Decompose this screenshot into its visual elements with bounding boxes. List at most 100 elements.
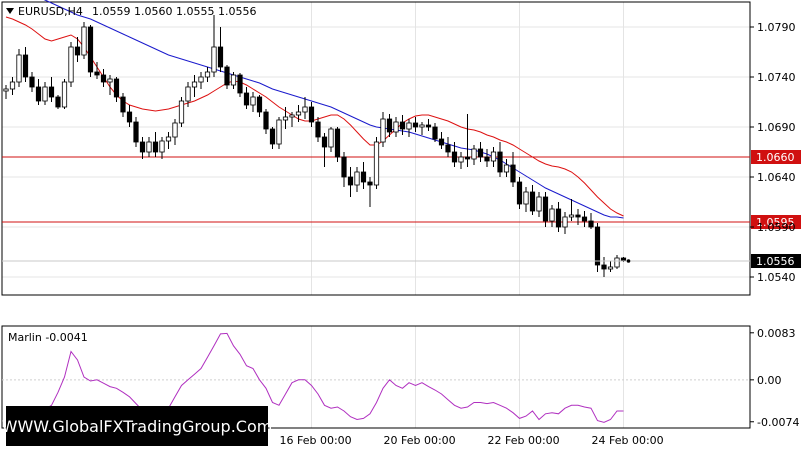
candle xyxy=(419,122,425,135)
bear-candle-body xyxy=(87,26,94,73)
candle xyxy=(55,95,61,109)
candle xyxy=(497,142,503,177)
bear-candle-body xyxy=(139,141,146,153)
bear-candle-body xyxy=(243,92,250,106)
bear-candle-body xyxy=(237,74,243,94)
candle xyxy=(536,192,542,217)
indicator-plot-frame xyxy=(1,325,751,429)
candle xyxy=(503,159,510,177)
bear-candle-body xyxy=(341,156,347,178)
bear-candle-body xyxy=(581,216,588,222)
candle xyxy=(302,97,308,119)
time-axis: 16 Feb 00:00 20 Feb 00:00 22 Feb 00:00 24 F… xyxy=(280,434,664,447)
candle xyxy=(568,199,575,221)
candle xyxy=(263,109,269,134)
bull-candle-body xyxy=(68,46,74,83)
time-tick-label: 22 Feb 00:00 xyxy=(488,434,560,447)
candle xyxy=(601,257,607,277)
bull-candle-body xyxy=(549,208,555,222)
candle xyxy=(81,22,87,59)
candle xyxy=(217,27,224,72)
watermark: WWW.GlobalFXTradingGroup.Com xyxy=(2,406,273,446)
bear-candle-body xyxy=(113,78,120,98)
bull-candle-body xyxy=(471,148,477,160)
bull-candle-body xyxy=(191,81,198,88)
candle xyxy=(432,123,438,142)
candle xyxy=(308,102,315,127)
candle xyxy=(289,112,295,127)
bull-candle-body xyxy=(159,140,165,153)
bull-candle-body xyxy=(614,257,620,268)
candle xyxy=(438,132,445,149)
candle xyxy=(126,105,133,127)
bear-candle-body xyxy=(74,46,81,56)
candle xyxy=(445,137,451,157)
candle xyxy=(172,119,178,145)
watermark-text: WWW.GlobalFXTradingGroup.Com xyxy=(2,417,273,436)
candle xyxy=(282,107,289,129)
candle xyxy=(178,97,185,127)
bear-candle-body xyxy=(133,121,139,143)
candle xyxy=(373,137,380,189)
bear-candle-body xyxy=(451,151,458,163)
bull-candle-body xyxy=(3,88,9,92)
bear-candle-body xyxy=(360,171,367,183)
bear-candle-body xyxy=(542,196,549,222)
candle xyxy=(230,72,237,89)
bear-candle-body xyxy=(224,66,230,86)
bear-candle-body xyxy=(48,86,55,98)
bull-candle-body xyxy=(503,164,510,173)
candle xyxy=(139,137,146,159)
grid xyxy=(2,2,750,428)
bear-candle-body xyxy=(399,121,406,130)
bull-candle-body xyxy=(380,118,386,143)
candle xyxy=(87,25,94,77)
bull-candle-body xyxy=(178,100,185,124)
candle xyxy=(575,209,581,225)
candle xyxy=(159,137,165,159)
bull-candle-body xyxy=(276,119,282,145)
time-tick-label: 24 Feb 00:00 xyxy=(592,434,664,447)
bull-candle-body xyxy=(523,191,529,205)
bull-candle-body xyxy=(419,124,425,128)
price-tick-label: 1.0790 xyxy=(757,21,796,34)
candle xyxy=(107,75,113,95)
bear-candle-body xyxy=(516,181,523,205)
bear-candle-body xyxy=(438,138,445,146)
bear-candle-body xyxy=(445,144,451,153)
bear-candle-body xyxy=(529,191,536,212)
candle xyxy=(341,152,347,187)
bear-candle-body xyxy=(425,124,432,128)
bear-candle-body xyxy=(269,128,276,145)
candle xyxy=(250,92,256,112)
bull-candle-body xyxy=(165,136,172,142)
price-tick-label: 1.0690 xyxy=(757,121,796,134)
horizontal-levels[interactable]: 1.0660 1.0595 xyxy=(2,150,801,229)
bear-candle-body xyxy=(321,136,328,148)
candle xyxy=(360,162,367,189)
bull-candle-body xyxy=(107,78,113,83)
time-tick-label: 16 Feb 00:00 xyxy=(280,434,352,447)
candle xyxy=(393,117,399,137)
bull-candle-body xyxy=(302,106,308,113)
level-label: 1.0595 xyxy=(756,216,795,229)
bear-candle-body xyxy=(347,176,354,186)
bear-candle-body xyxy=(263,111,269,130)
candle xyxy=(152,132,159,157)
candle xyxy=(3,85,9,99)
bear-candle-body xyxy=(126,111,133,123)
bull-candle-body xyxy=(230,74,237,86)
candle xyxy=(354,167,360,192)
symbol-menu-triangle-icon[interactable] xyxy=(6,8,14,14)
candle xyxy=(588,213,594,229)
candle xyxy=(224,65,230,89)
candle xyxy=(42,82,48,105)
candle xyxy=(185,82,191,107)
candle xyxy=(328,127,334,152)
bull-candle-body xyxy=(328,128,334,148)
bull-candle-body xyxy=(373,141,380,186)
candle xyxy=(16,49,22,87)
bear-candle-body xyxy=(94,71,100,76)
